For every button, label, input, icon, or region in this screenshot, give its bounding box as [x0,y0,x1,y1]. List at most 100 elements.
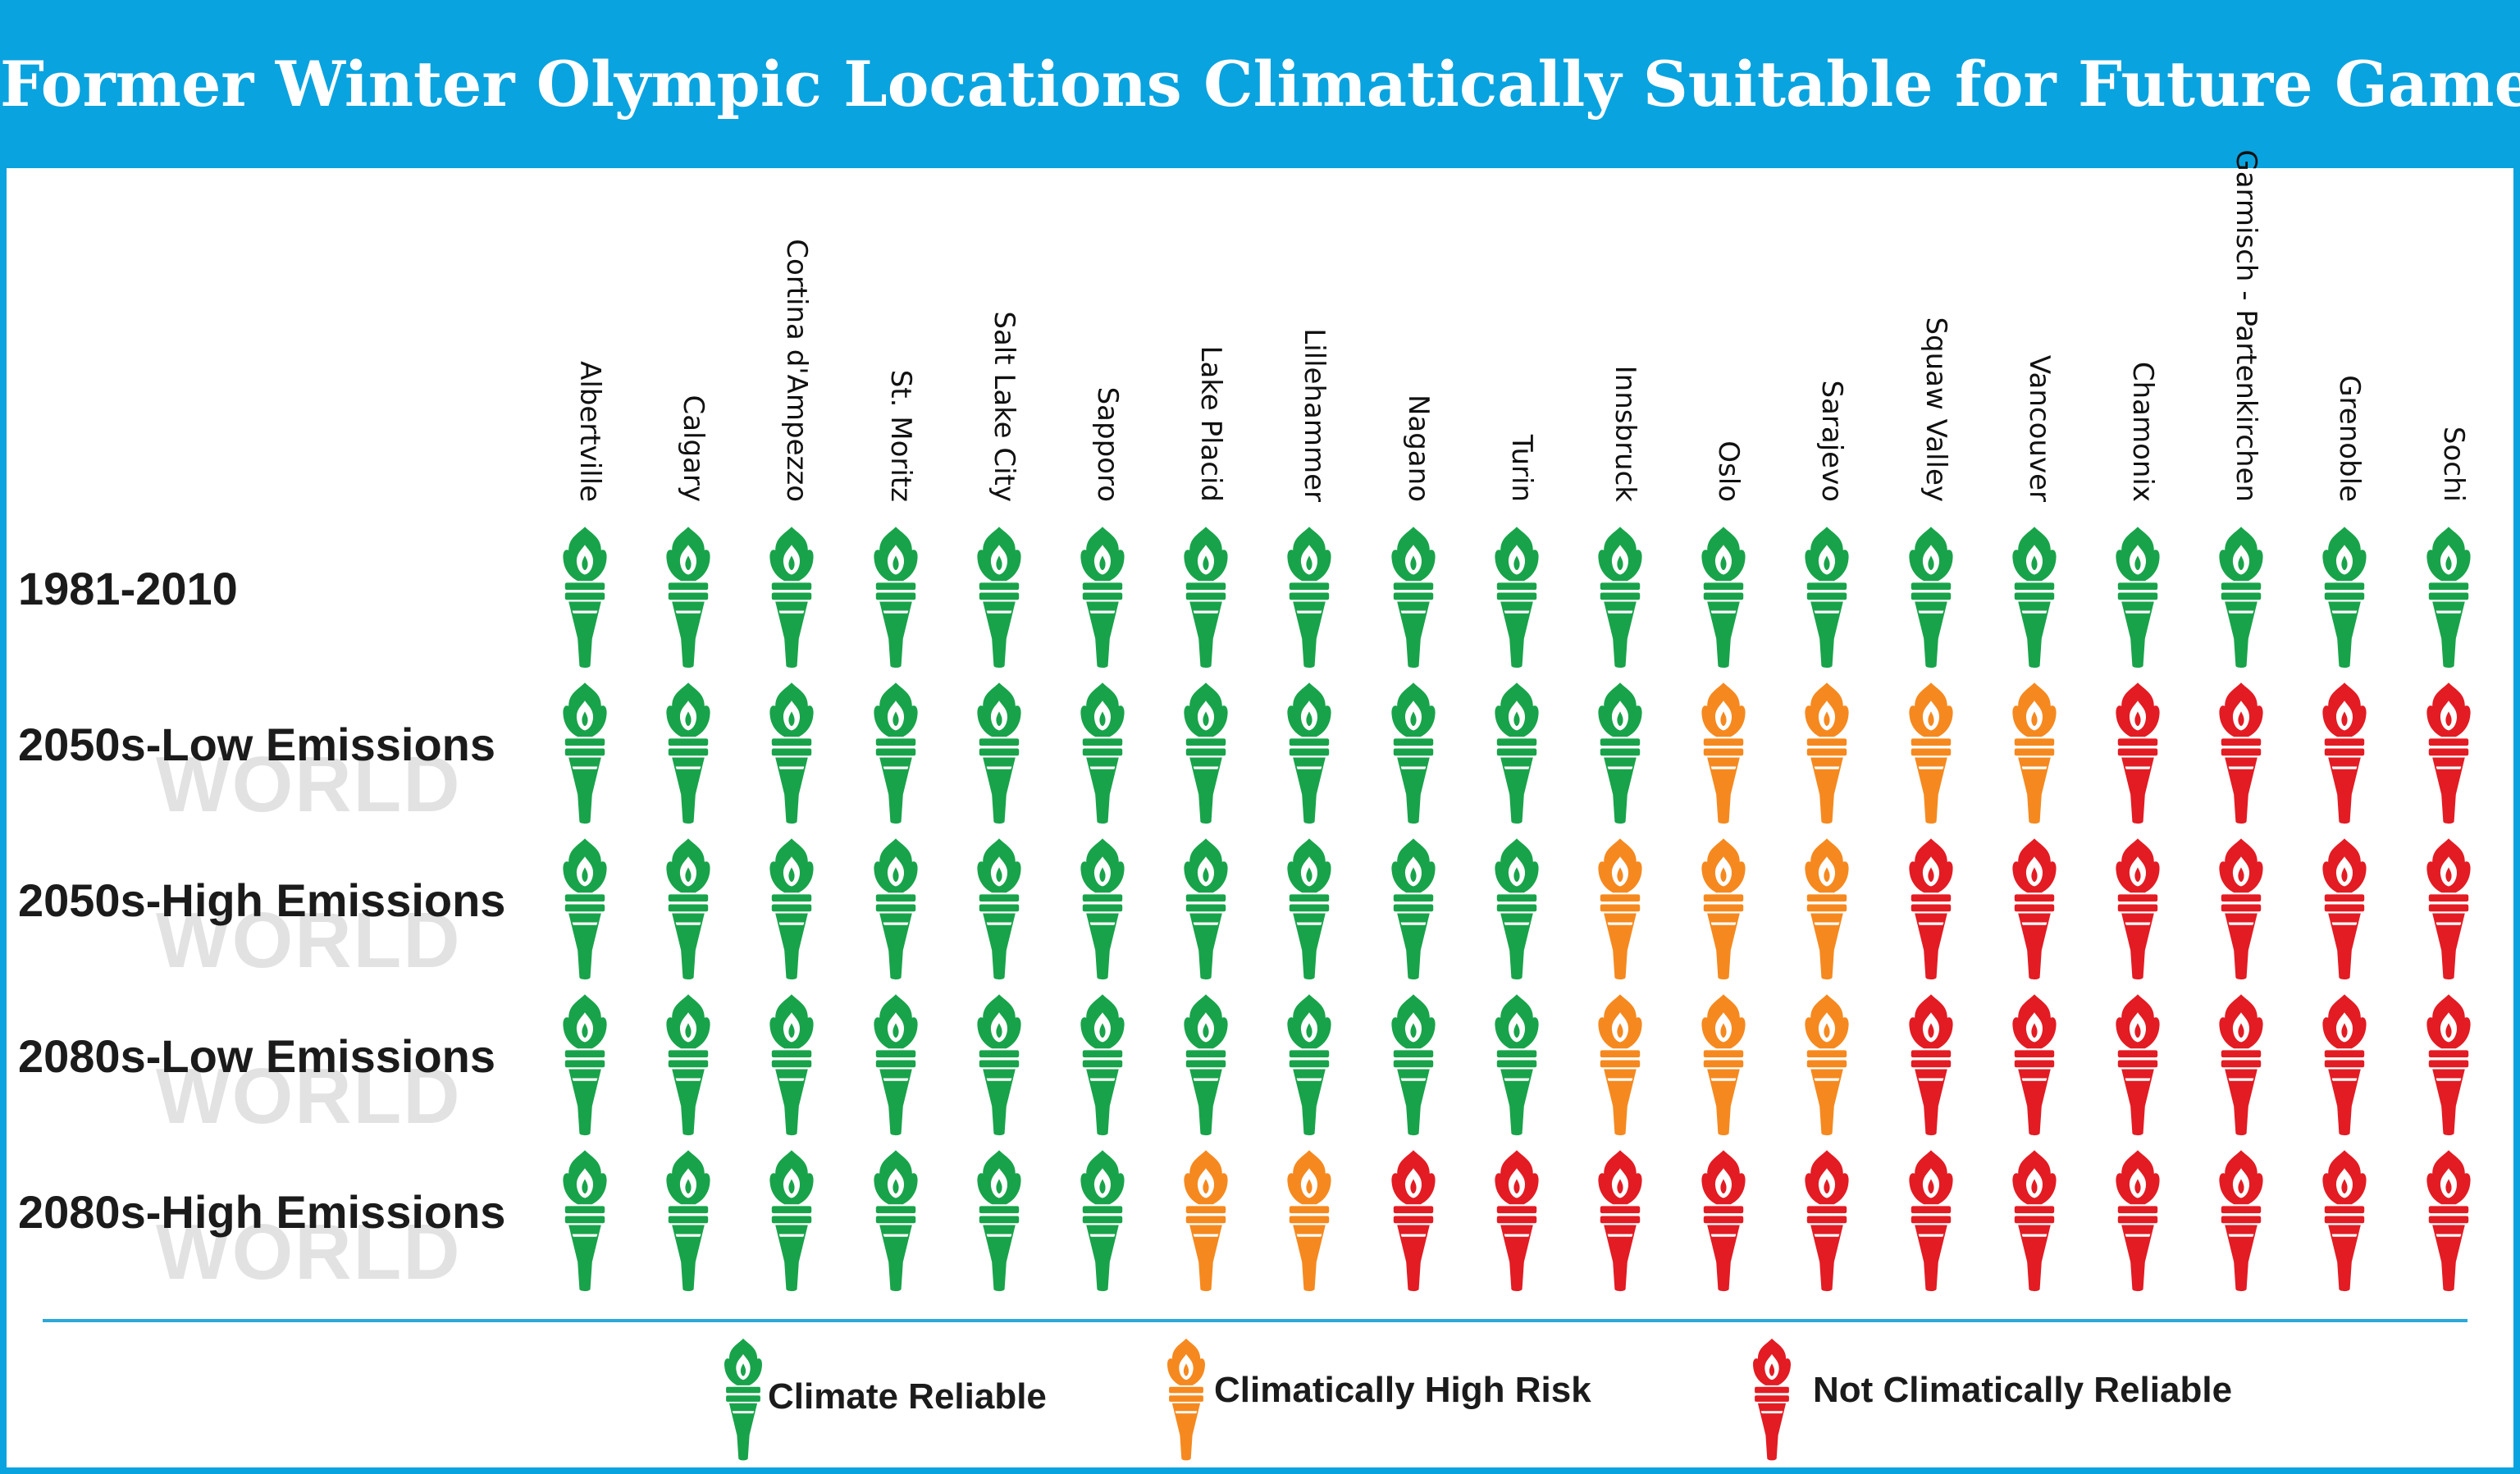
torch-icon [666,682,710,824]
torch-icon [563,1150,607,1292]
watermark: WORLD [156,1208,462,1296]
column-label: Lillehammer [1298,328,1331,502]
torch-icon [1805,838,1850,980]
watermark: WORLD [156,897,462,984]
legend-divider [43,1319,2468,1322]
torch-icon [977,682,1021,824]
legend-label: Not Climatically Reliable [1813,1370,2233,1410]
row-label: 1981-2010 [18,563,238,614]
legend-torch-icon [1167,1338,1205,1461]
torch-icon [2116,838,2160,980]
torch-icon [2322,527,2367,669]
torch-icon [1080,994,1125,1136]
torch-icon [1908,838,1953,980]
column-label: Grenoble [2333,375,2367,502]
torch-icon [1701,838,1746,980]
torch-icon [1701,1150,1746,1292]
torch-icon [769,527,815,669]
torch-icon [1598,994,1642,1136]
torch-icon [1495,527,1539,669]
column-label: Nagano [1401,394,1435,502]
torch-icon [2426,1150,2471,1292]
torch-icon [873,527,918,669]
row-label: 2080s-High Emissions [18,1186,506,1238]
column-label: Garmisch - Partenkirchen [2230,149,2263,502]
torch-icon [1805,994,1850,1136]
torch-icon [1598,527,1642,669]
torch-icon [2219,1150,2263,1292]
torch-icon [1805,682,1850,824]
torch-icon [2322,994,2367,1136]
torch-icon [1701,682,1746,824]
torch-icon [1390,1150,1436,1292]
torch-icon [769,1150,815,1292]
torch-icon [1495,994,1539,1136]
column-label: Sochi [2436,426,2470,502]
torch-icon [1287,994,1332,1136]
row-label: 2050s-Low Emissions [18,719,496,770]
row-label: 2080s-Low Emissions [18,1030,496,1082]
torch-icon [1287,1150,1332,1292]
torch-icon [1908,682,1953,824]
torch-icon [873,838,918,980]
torch-icon [666,1150,710,1292]
column-label: St. Moritz [883,369,917,502]
torch-icon [1287,527,1332,669]
torch-icon [2322,682,2367,824]
torch-icon [1080,1150,1125,1292]
torch-icon [1080,527,1125,669]
torch-icon [1805,1150,1850,1292]
torch-icon [2219,527,2263,669]
torch-icon [1080,682,1125,824]
column-label: Chamonix [2126,361,2159,502]
torch-icon [1287,682,1332,824]
torch-icon [2116,994,2160,1136]
column-label: Turin [1504,434,1538,502]
torch-icon [1184,838,1228,980]
torch-icon [769,682,815,824]
torch-icon [2116,682,2160,824]
legend-label: Climate Reliable [768,1376,1047,1417]
torch-icon [1184,682,1228,824]
torch-icon [2322,1150,2367,1292]
torch-icon [1390,838,1436,980]
torch-icon [666,994,710,1136]
row-label: 2050s-High Emissions [18,874,506,926]
torch-icon [1908,1150,1953,1292]
column-label: Lake Placid [1194,345,1228,503]
chart-title: Former Winter Olympic Locations Climatic… [0,48,2520,121]
torch-icon [2116,527,2160,669]
torch-icon [1287,838,1332,980]
column-label: Calgary [677,395,710,502]
torch-icon [1701,527,1746,669]
torch-icon [1598,682,1642,824]
torch-icon [2012,527,2057,669]
torch-icon [2426,682,2471,824]
torch-icon [1390,682,1436,824]
torch-icon [2012,682,2057,824]
torch-icon [1495,838,1539,980]
torch-icon [1390,994,1436,1136]
torch-icon [2219,682,2263,824]
torch-icon [563,838,607,980]
column-label: Sapporo [1091,386,1124,502]
torch-icon [1184,994,1228,1136]
torch-icon [977,1150,1021,1292]
torch-icon [1495,1150,1539,1292]
torch-icon [1390,527,1436,669]
torch-icon [1184,1150,1228,1292]
watermark: WORLD [156,1052,462,1140]
torch-icon [1908,527,1953,669]
torch-icon [769,838,815,980]
torch-icon [1598,838,1642,980]
legend-torch-icon [1753,1338,1791,1461]
column-label: Albertville [573,361,606,502]
column-label: Salt Lake City [987,311,1020,502]
torch-icon [977,994,1021,1136]
torch-icon [2012,1150,2057,1292]
torch-icon [2426,838,2471,980]
torch-icon [977,527,1021,669]
torch-icon [2426,994,2471,1136]
torch-icon [1908,994,1953,1136]
